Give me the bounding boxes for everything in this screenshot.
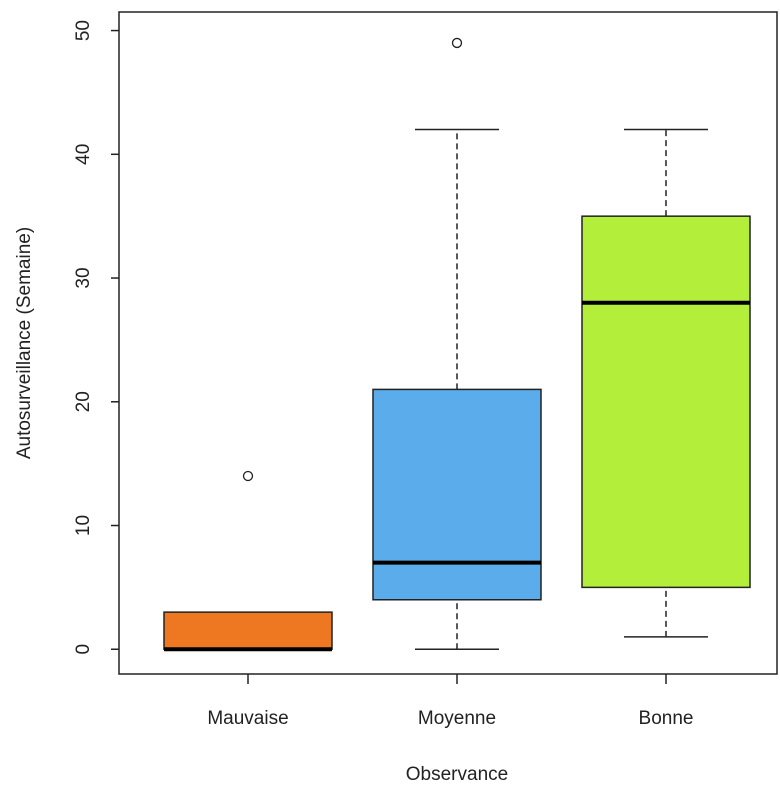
- plot-frame: [118, 11, 778, 675]
- y-tick-label: 10: [73, 515, 94, 536]
- x-axis: Mauvaise Moyenne Bonne: [207, 674, 693, 729]
- y-tick-label: 30: [73, 267, 94, 288]
- box-iqr: [372, 388, 542, 601]
- x-tick-label: Mauvaise: [207, 708, 288, 729]
- outlier-point: [451, 37, 463, 49]
- box-mauvaise: [163, 470, 333, 652]
- outlier-point: [242, 470, 254, 482]
- x-tick-label: Moyenne: [418, 708, 496, 729]
- y-tick-label: 20: [73, 391, 94, 412]
- x-tick-label: Bonne: [639, 708, 694, 729]
- y-axis-title: Autosurveillance (Semaine): [14, 227, 35, 459]
- x-axis-title: Observance: [406, 764, 508, 785]
- box-iqr: [581, 215, 751, 589]
- box-iqr: [163, 611, 333, 651]
- box-bonne: [581, 128, 751, 638]
- y-tick-label: 40: [73, 144, 94, 165]
- y-tick-label: 0: [73, 644, 94, 655]
- y-tick-label: 50: [73, 20, 94, 41]
- box-moyenne: [372, 37, 542, 651]
- y-axis: 0 10 20 30 40 50: [73, 20, 119, 655]
- boxes-layer: [163, 37, 751, 652]
